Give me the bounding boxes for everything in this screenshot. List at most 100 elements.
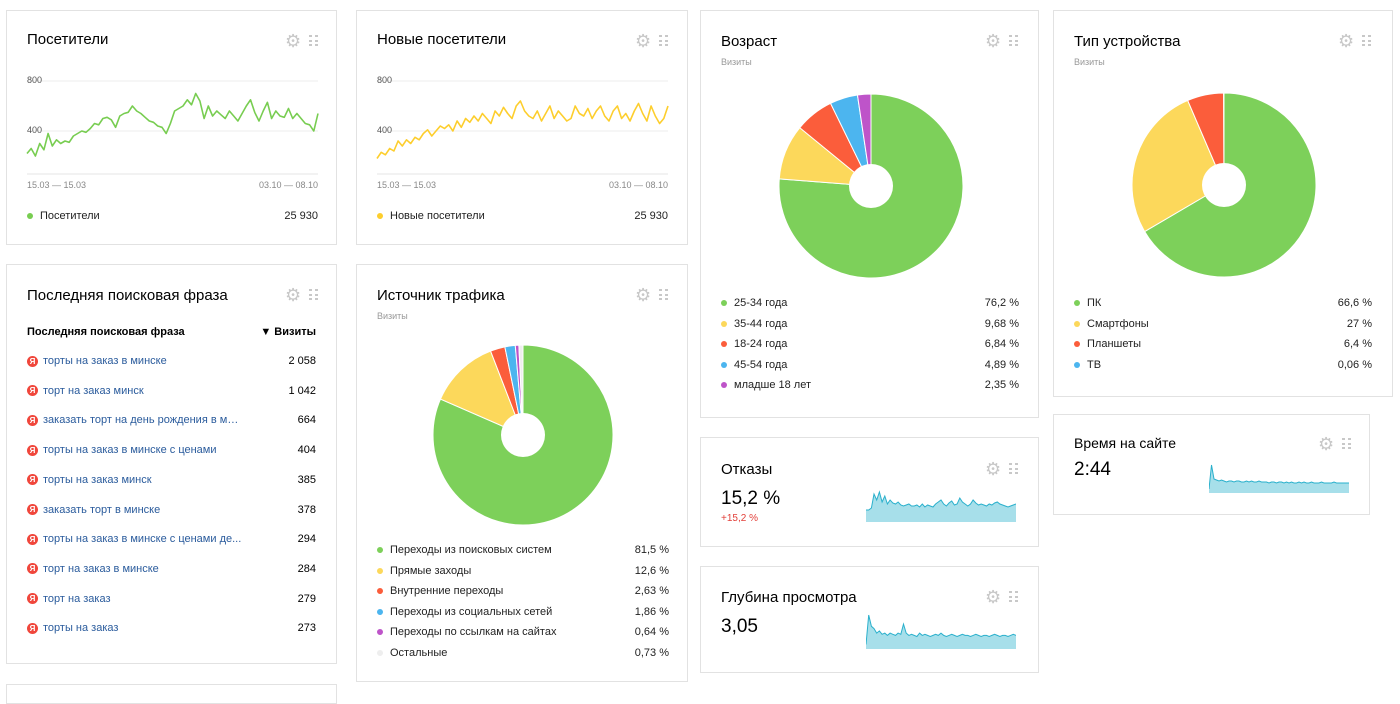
search-phrase-link[interactable]: заказать торт в минске — [43, 504, 160, 516]
gear-icon[interactable]: ⚙ — [985, 589, 1001, 605]
legend-label: Переходы из поисковых систем — [390, 544, 635, 556]
legend-label: Переходы по ссылкам на сайтах — [390, 626, 635, 638]
legend-label: 45-54 года — [734, 359, 985, 371]
legend-value: 6,84 % — [985, 338, 1019, 350]
card-title: Последняя поисковая фраза — [27, 287, 228, 304]
card-title: Источник трафика — [377, 287, 505, 304]
yandex-icon: Я — [27, 415, 38, 426]
search-phrase-link[interactable]: заказать торт на день рождения в ми... — [43, 414, 242, 426]
search-phrase-link[interactable]: торты на заказ — [43, 622, 118, 634]
drag-handle-icon[interactable] — [1009, 463, 1018, 475]
drag-handle-icon[interactable] — [1009, 35, 1018, 47]
drag-handle-icon[interactable] — [1342, 438, 1351, 450]
drag-handle-icon[interactable] — [659, 35, 668, 47]
traffic-pie-chart — [357, 340, 689, 530]
drag-handle-icon[interactable] — [1362, 35, 1371, 47]
search-phrase-link[interactable]: торт на заказ минск — [43, 385, 144, 397]
gear-icon[interactable]: ⚙ — [285, 287, 301, 303]
bounce-delta: +15,2 % — [721, 513, 758, 524]
gear-icon[interactable]: ⚙ — [1338, 33, 1354, 49]
search-phrase-link[interactable]: торты на заказ в минске с ценами де... — [43, 533, 241, 545]
column-header-phrase: Последняя поисковая фраза — [27, 326, 185, 338]
traffic-source-card: Источник трафика Визиты ⚙ Переходы из по… — [356, 264, 688, 682]
pie-hole — [849, 164, 893, 208]
depth-card: Глубина просмотра 3,05 ⚙ — [700, 566, 1039, 673]
visits-value: 284 — [298, 563, 316, 575]
y-tick-label: 400 — [27, 125, 42, 135]
search-phrase-link[interactable]: торты на заказ минск — [43, 474, 152, 486]
column-header-visits[interactable]: ▼ Визиты — [260, 326, 316, 338]
legend-label: ПК — [1087, 297, 1338, 309]
visits-value: 1 042 — [288, 385, 316, 397]
search-phrase-link[interactable]: торт на заказ в минске — [43, 563, 159, 575]
legend-label: 18-24 года — [734, 338, 985, 350]
legend-value: 12,6 % — [635, 565, 669, 577]
legend-label: Остальные — [390, 647, 635, 659]
y-tick-label: 400 — [377, 125, 392, 135]
pie-hole — [501, 413, 545, 457]
search-phrase-link[interactable]: торт на заказ — [43, 593, 111, 605]
new-visitors-legend: Новые посетители 25 930 — [377, 206, 668, 227]
gear-icon[interactable]: ⚙ — [985, 33, 1001, 49]
gear-icon[interactable]: ⚙ — [635, 33, 651, 49]
visits-value: 294 — [298, 533, 316, 545]
gear-icon[interactable]: ⚙ — [1318, 436, 1334, 452]
drag-handle-icon[interactable] — [659, 289, 668, 301]
drag-handle-icon[interactable] — [309, 289, 318, 301]
legend-dot — [1074, 300, 1080, 306]
search-phrase-link[interactable]: торты на заказ в минске с ценами — [43, 444, 217, 456]
legend-value: 66,6 % — [1338, 297, 1372, 309]
date-left: 15.03 — 15.03 — [377, 180, 436, 190]
legend-dot — [721, 362, 727, 368]
gear-icon[interactable]: ⚙ — [635, 287, 651, 303]
device-pie-chart — [1054, 86, 1394, 286]
legend-value: 0,64 % — [635, 626, 669, 638]
card-title: Время на сайте — [1074, 435, 1176, 451]
legend-label: 25-34 года — [734, 297, 985, 309]
legend-dot — [721, 341, 727, 347]
legend-value: 25 930 — [634, 210, 668, 222]
yandex-icon: Я — [27, 445, 38, 456]
gear-icon[interactable]: ⚙ — [985, 461, 1001, 477]
y-tick-label: 800 — [377, 75, 392, 85]
search-phrase-link[interactable]: торты на заказ в минске — [43, 355, 167, 367]
drag-handle-icon[interactable] — [1009, 591, 1018, 603]
yandex-icon: Я — [27, 504, 38, 515]
age-pie-chart — [701, 86, 1040, 286]
visits-value: 273 — [298, 622, 316, 634]
legend-value: 2,63 % — [635, 585, 669, 597]
gear-icon[interactable]: ⚙ — [285, 33, 301, 49]
sparkline-area — [866, 615, 1016, 649]
pie-hole — [1202, 163, 1246, 207]
card-subtitle: Визиты — [721, 57, 752, 67]
drag-handle-icon[interactable] — [309, 35, 318, 47]
yandex-icon: Я — [27, 385, 38, 396]
